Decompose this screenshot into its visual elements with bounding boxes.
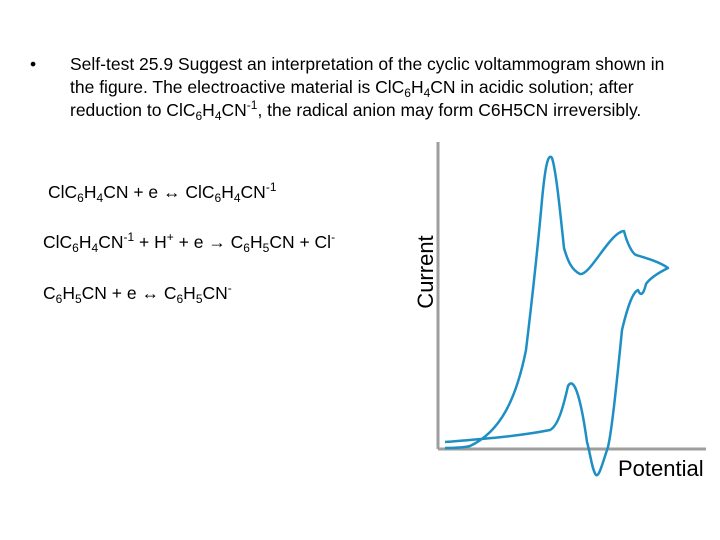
- subscript-text: 6: [72, 241, 79, 255]
- text-run: H: [78, 232, 92, 252]
- equation-1: ClC6H4CN + e ↔ ClC6H4CN-1: [48, 180, 277, 205]
- text-run: CN + e ↔ ClC: [103, 182, 215, 202]
- text-run: H: [202, 100, 215, 120]
- subscript-text: 4: [214, 109, 222, 123]
- text-run: H: [410, 77, 424, 97]
- equation-3: C6H5CN + e ↔ C6H5CN-: [43, 281, 232, 306]
- text-run: , the radical anion may form C6H5CN irre…: [257, 100, 642, 120]
- subscript-text: 6: [404, 86, 411, 100]
- superscript-text: -1: [123, 230, 135, 244]
- text-run: H: [183, 283, 196, 303]
- subscript-text: 6: [77, 191, 84, 205]
- text-run: H: [221, 182, 234, 202]
- subscript-text: 4: [233, 191, 241, 205]
- subscript-text: 5: [262, 241, 270, 255]
- text-run: H: [249, 232, 263, 252]
- text-run: CN: [98, 232, 124, 252]
- subscript-text: 6: [176, 292, 184, 306]
- text-run: ClC: [48, 182, 78, 202]
- text-run: CN: [240, 182, 266, 202]
- text-run: C: [43, 283, 56, 303]
- text-run: Self-test 25.9 Suggest an interpretation…: [70, 54, 665, 97]
- text-run: + e → C: [173, 232, 244, 252]
- text-run: CN + Cl: [269, 232, 332, 252]
- text-run: ClC: [43, 232, 73, 252]
- self-test-paragraph: Self-test 25.9 Suggest an interpretation…: [70, 53, 670, 122]
- bullet-item: • Self-test 25.9 Suggest an interpretati…: [30, 53, 670, 122]
- text-run: CN in acidic solution; after reduction t…: [70, 77, 634, 120]
- text-run: CN + e ↔ C: [81, 283, 177, 303]
- subscript-text: 5: [195, 292, 203, 306]
- subscript-text: 5: [74, 292, 82, 306]
- subscript-text: 4: [423, 86, 431, 100]
- voltammogram-curve: [444, 155, 670, 477]
- subscript-text: 6: [195, 109, 203, 123]
- bullet-dot: •: [30, 54, 37, 74]
- y-axis-label: Current: [413, 235, 438, 308]
- equation-2: ClC6H4CN-1 + H+ + e → C6H5CN + Cl-: [43, 230, 336, 255]
- text-run: H: [62, 283, 75, 303]
- text-run: CN: [221, 100, 247, 120]
- superscript-text: -: [227, 281, 232, 295]
- subscript-text: 6: [243, 241, 250, 255]
- subscript-text: 6: [214, 191, 222, 205]
- superscript-text: -: [331, 230, 336, 244]
- subscript-text: 4: [91, 241, 99, 255]
- subscript-text: 4: [96, 191, 104, 205]
- text-run: H: [83, 182, 97, 202]
- superscript-text: +: [166, 230, 174, 244]
- superscript-text: -1: [246, 98, 258, 112]
- subscript-text: 6: [55, 292, 63, 306]
- text-run: + H: [134, 232, 167, 252]
- x-axis-label: Potential: [618, 456, 704, 481]
- superscript-text: -1: [265, 180, 277, 194]
- text-run: CN: [202, 283, 228, 303]
